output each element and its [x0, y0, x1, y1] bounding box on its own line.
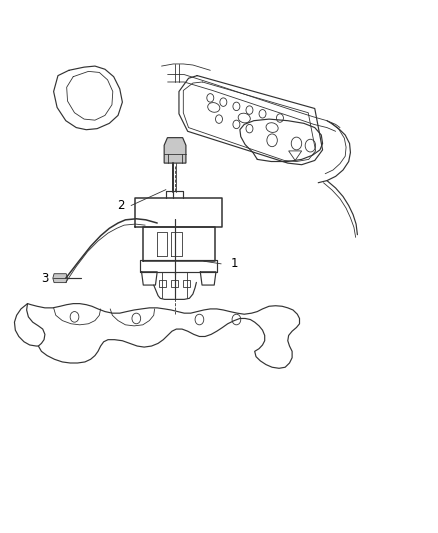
Text: 3: 3 [41, 272, 49, 285]
Text: 1: 1 [230, 257, 238, 270]
Bar [171, 280, 178, 287]
Text: 2: 2 [117, 199, 125, 212]
Polygon shape [53, 274, 67, 282]
Bar [159, 280, 166, 287]
Bar [184, 280, 190, 287]
Polygon shape [164, 138, 186, 163]
